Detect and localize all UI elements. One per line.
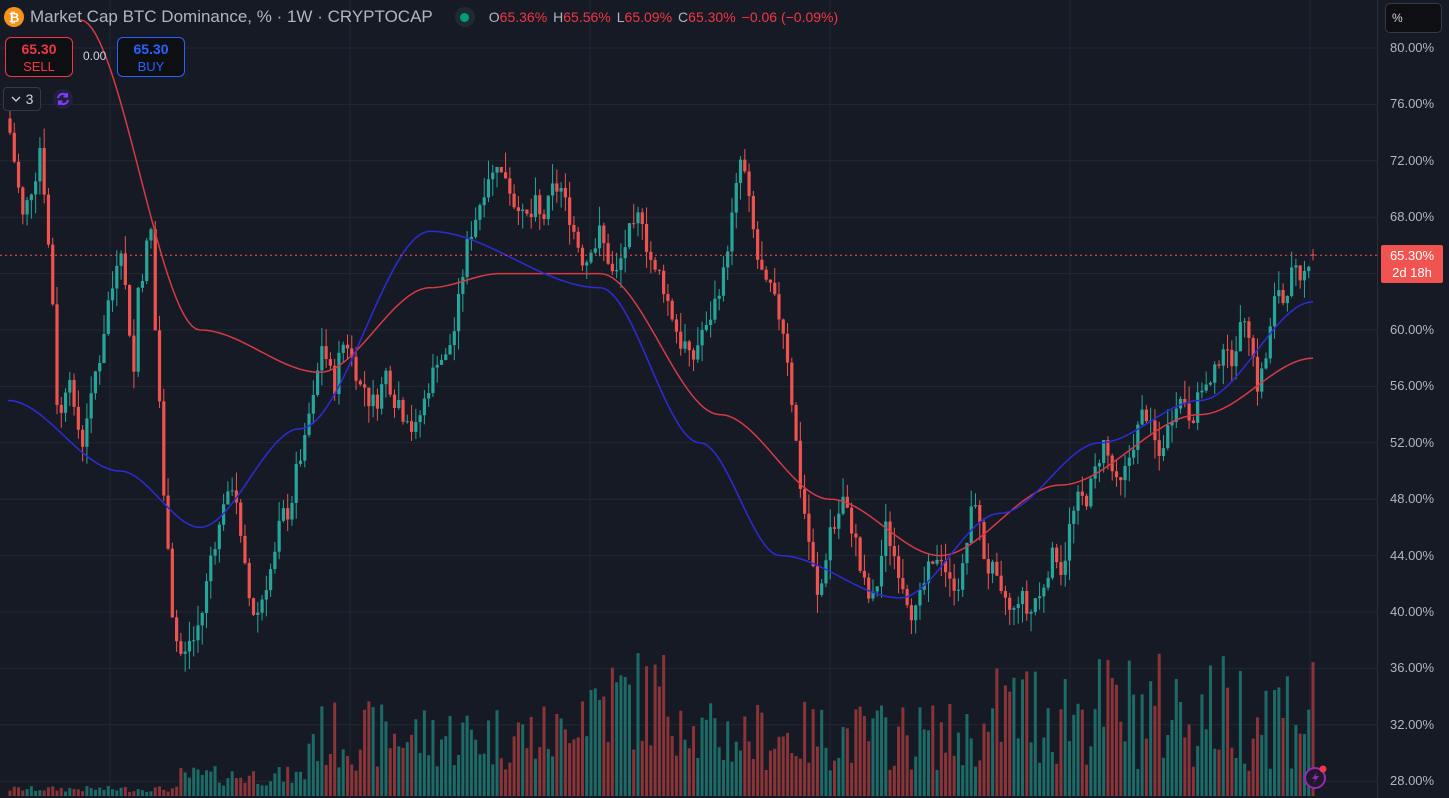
buy-price: 65.30 xyxy=(133,41,169,57)
price-axis-label: 76.00% xyxy=(1390,96,1435,112)
current-price-tag: 65.30% 2d 18h xyxy=(1381,245,1443,283)
open-value: 65.36% xyxy=(499,9,548,25)
chevron-down-icon xyxy=(11,96,21,102)
close-value: 65.30% xyxy=(688,9,736,25)
price-axis-label: 44.00% xyxy=(1390,547,1435,563)
price-axis-label: 80.00% xyxy=(1390,40,1435,55)
price-axis-label: 36.00% xyxy=(1390,660,1435,676)
sell-button[interactable]: 65.30 SELL xyxy=(5,37,73,77)
change-value: −0.06 (−0.09%) xyxy=(741,9,839,25)
spread-value: 0.00 xyxy=(83,49,107,63)
price-axis[interactable]: % 80.00% 76.00% 72.00% 68.00% 60.00% 56.00% 52… xyxy=(1377,0,1449,798)
price-axis-label: 68.00% xyxy=(1390,209,1435,225)
indicators-toggle-button[interactable]: 3 xyxy=(3,87,41,111)
price-axis-label: 56.00% xyxy=(1390,378,1435,394)
bar-countdown: 2d 18h xyxy=(1392,265,1432,280)
price-chart[interactable] xyxy=(0,0,1377,798)
symbol-title[interactable]: Market Cap BTC Dominance, % · 1W · CRYPT… xyxy=(30,7,433,26)
price-axis-label: 52.00% xyxy=(1390,434,1435,450)
buy-label: BUY xyxy=(137,59,165,74)
bitcoin-icon: ₿ xyxy=(4,7,24,27)
moving-average-slow xyxy=(79,19,1314,557)
sell-price: 65.30 xyxy=(21,41,57,57)
moving-average-fast xyxy=(7,230,1314,599)
market-open-dot-icon[interactable] xyxy=(454,7,475,27)
high-value: 65.56% xyxy=(563,9,611,25)
volume-bars xyxy=(8,653,1315,796)
unit-selector[interactable]: % xyxy=(1385,3,1442,33)
close-label: C xyxy=(678,9,689,25)
chart-legend-header: ₿ Market Cap BTC Dominance, % · 1W · CRY… xyxy=(4,5,838,29)
lightning-bolt-icon[interactable] xyxy=(1303,764,1329,790)
price-axis-label: 40.00% xyxy=(1390,604,1435,619)
indicator-count: 3 xyxy=(25,91,34,107)
sell-label: SELL xyxy=(23,59,55,74)
candlesticks xyxy=(8,107,1315,672)
ohlc-values: O65.36% H65.56% L65.09% C65.30% −0.06 (−… xyxy=(489,9,838,25)
price-axis-label: 28.00% xyxy=(1390,773,1435,789)
price-axis-label: 48.00% xyxy=(1390,491,1435,507)
low-label: L xyxy=(616,9,625,25)
current-price: 65.30% xyxy=(1389,248,1435,263)
open-label: O xyxy=(488,9,500,25)
sync-icon[interactable] xyxy=(53,89,73,109)
price-axis-label: 32.00% xyxy=(1390,716,1435,732)
high-label: H xyxy=(553,9,564,25)
price-axis-label: 72.00% xyxy=(1390,152,1435,168)
price-axis-label: 60.00% xyxy=(1390,322,1435,337)
chart-grid xyxy=(0,0,1377,798)
buy-button[interactable]: 65.30 BUY xyxy=(117,37,185,77)
low-value: 65.09% xyxy=(624,9,673,25)
